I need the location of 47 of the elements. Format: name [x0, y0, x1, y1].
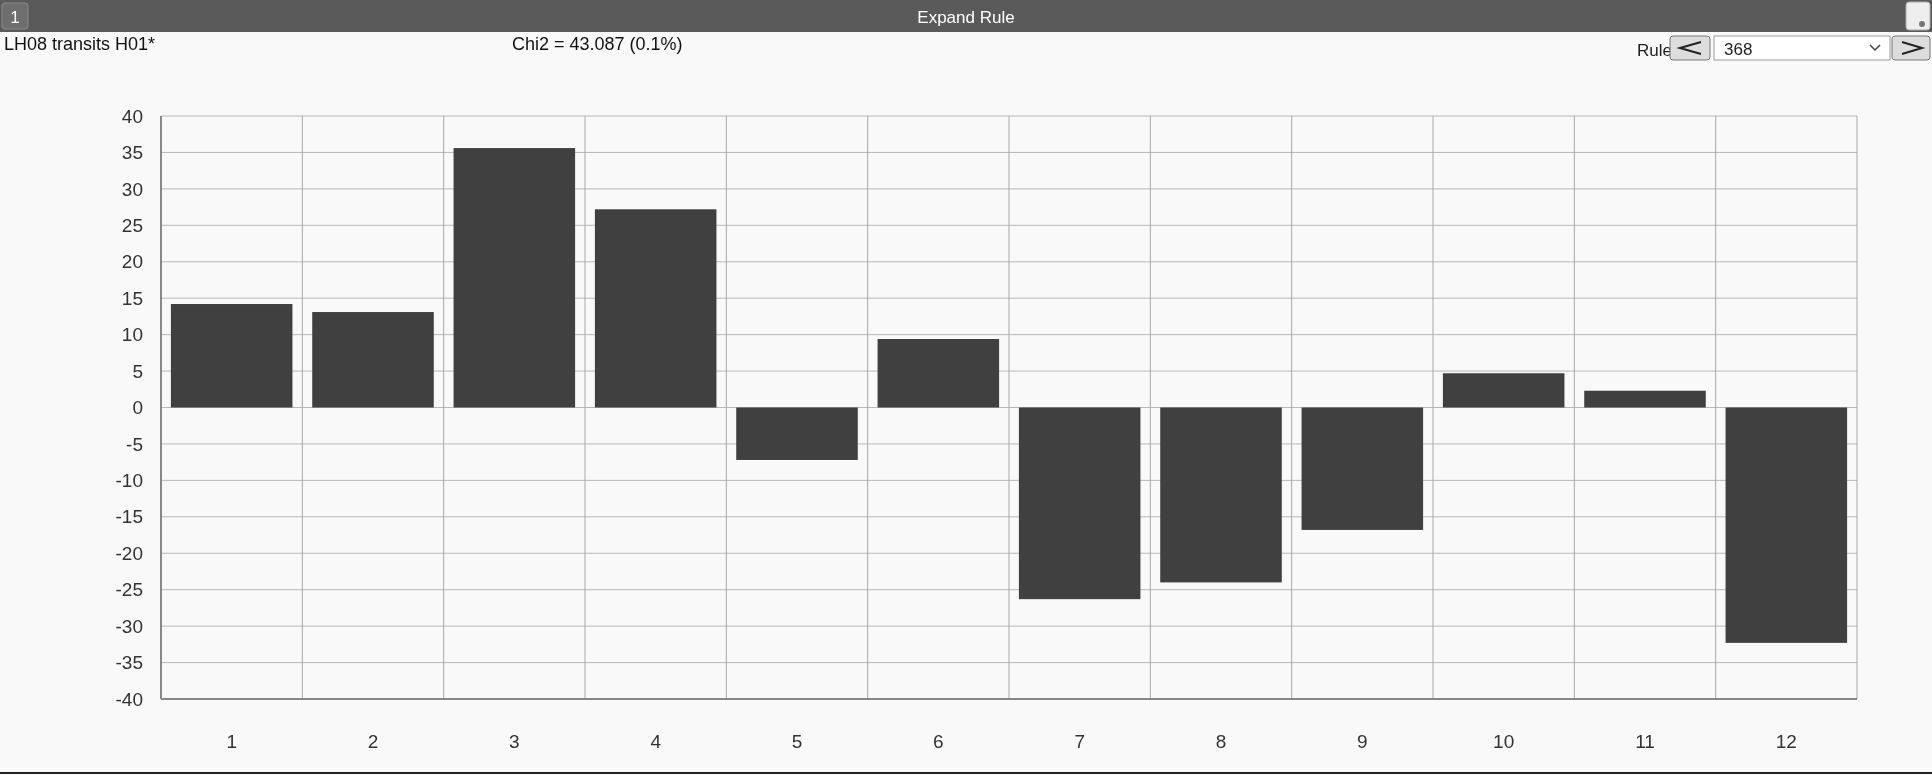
text: 1 — [10, 8, 20, 27]
text: Expand Rule — [917, 8, 1015, 27]
y-tick-label: -25 — [115, 579, 143, 601]
bar — [312, 312, 434, 408]
bar — [1160, 407, 1282, 583]
bar — [877, 339, 1000, 408]
chart-subtitle: Chi2 = 43.087 (0.1%) — [512, 34, 683, 54]
x-tick-label: 2 — [367, 731, 379, 752]
text: Rule — [1637, 41, 1672, 60]
x-tick-label: 7 — [1074, 731, 1085, 752]
x-tick-label: 9 — [1357, 731, 1368, 752]
bar — [1018, 407, 1141, 600]
y-tick-label: 10 — [121, 324, 143, 346]
chart-title: LH08 transits H01* — [4, 34, 156, 54]
y-tick-label: 40 — [121, 105, 143, 127]
bar — [1442, 373, 1565, 408]
y-tick-label: -5 — [126, 433, 143, 455]
y-tick-label: 25 — [121, 214, 143, 236]
bar — [736, 407, 858, 460]
y-tick-label: -40 — [115, 688, 143, 710]
y-tick-label: 30 — [121, 178, 143, 200]
y-tick-label: 20 — [121, 251, 143, 273]
y-tick-label: -15 — [115, 506, 143, 528]
y-tick-label: -10 — [115, 470, 143, 492]
x-tick-label: 11 — [1635, 731, 1655, 752]
bar — [453, 148, 576, 408]
text: 368 — [1724, 40, 1753, 59]
y-tick-label: -20 — [115, 542, 143, 564]
x-tick-label: 4 — [650, 731, 662, 752]
x-tick-label: 5 — [791, 731, 803, 752]
x-tick-label: 8 — [1215, 731, 1227, 752]
x-tick-label: 12 — [1775, 731, 1797, 752]
bar — [594, 209, 717, 408]
y-tick-label: 35 — [121, 142, 143, 164]
y-tick-label: 5 — [132, 360, 143, 382]
y-tick-label: -30 — [115, 615, 143, 637]
y-tick-label: 0 — [132, 397, 143, 419]
x-tick-label: 10 — [1493, 731, 1515, 752]
y-tick-label: 15 — [121, 287, 143, 309]
bar — [1584, 390, 1706, 408]
bar — [1301, 407, 1424, 530]
x-tick-label: 6 — [933, 731, 944, 752]
bar — [170, 304, 293, 408]
bar — [1725, 407, 1848, 643]
x-tick-label: 3 — [509, 731, 520, 752]
y-tick-label: -35 — [115, 652, 143, 674]
x-tick-label: 1 — [226, 731, 237, 752]
